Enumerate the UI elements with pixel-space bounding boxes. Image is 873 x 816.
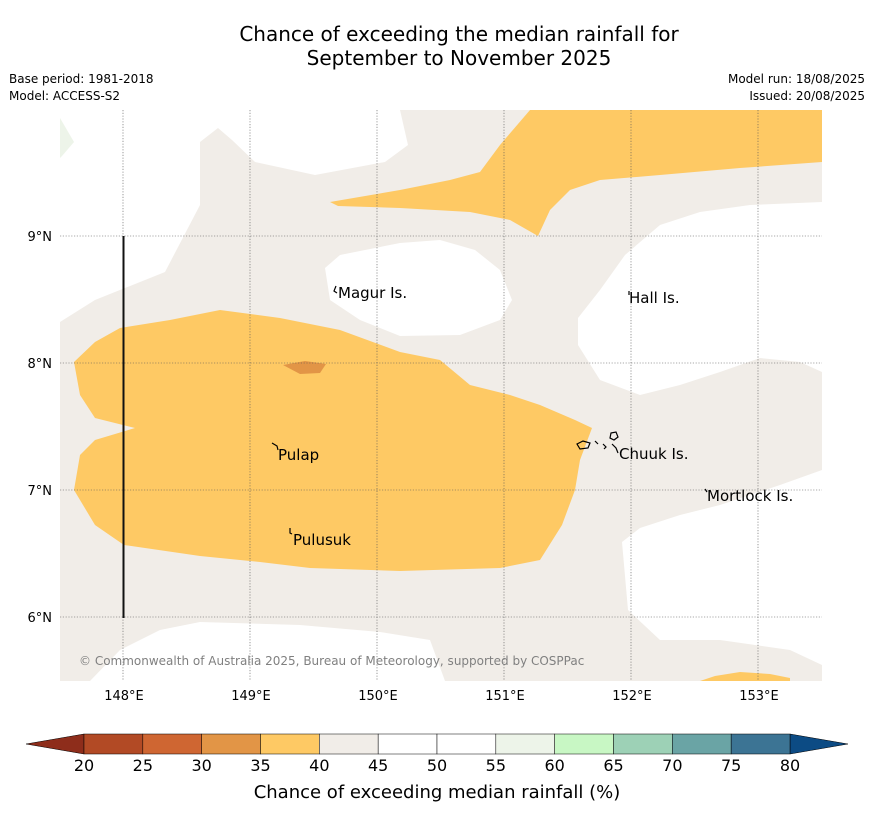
colorbar-tick-label: 20	[74, 756, 94, 775]
issued-date: Issued: 20/08/2025	[749, 89, 865, 103]
colorbar-tick-label: 75	[721, 756, 741, 775]
colorbar-cell	[260, 733, 320, 755]
lon-label-150e: 150°E	[358, 689, 398, 704]
meta-right: Model run: 18/08/2025 Issued: 20/08/2025	[728, 71, 865, 105]
place-label-pulusuk: Pulusuk	[293, 531, 351, 549]
map-area: Magur Is. Hall Is. Pulap Chuuk Is. Mortl…	[60, 110, 822, 681]
lon-label-153e: 153°E	[739, 689, 779, 704]
place-label-chuuk: Chuuk Is.	[619, 445, 688, 463]
colorbar-cell	[319, 733, 379, 755]
lon-label-148e: 148°E	[104, 689, 144, 704]
model-run: Model run: 18/08/2025	[727, 72, 865, 86]
island-pulap	[271, 442, 279, 451]
band-30-35-blob	[283, 361, 326, 374]
island-magur	[333, 285, 338, 294]
colorbar-cell	[730, 733, 791, 755]
colorbar-cell	[436, 733, 497, 755]
colorbar-tick-label: 55	[486, 756, 506, 775]
latitude-labels: 9°N 8°N 7°N 6°N	[28, 230, 53, 626]
title-line-1: Chance of exceeding the median rainfall …	[239, 22, 679, 46]
lon-label-151e: 151°E	[485, 689, 525, 704]
colorbar-cells	[83, 733, 791, 755]
band-55-60-sliver	[60, 118, 74, 158]
colorbar-cell	[142, 733, 202, 755]
colorbar-label: Chance of exceeding median rainfall (%)	[254, 782, 621, 803]
band-45-55-regions	[60, 110, 822, 681]
map-title: Chance of exceeding the median rainfall …	[0, 22, 873, 70]
colorbar-tick-label: 35	[250, 756, 270, 775]
colorbar-cell	[672, 733, 732, 755]
contour-inner-magur	[385, 260, 472, 316]
colorbar-cell	[83, 733, 144, 755]
colorbar-cell	[201, 733, 261, 755]
model-name: Model: ACCESS-S2	[9, 89, 121, 103]
lat-label-8n: 8°N	[28, 357, 53, 372]
colorbar-tick-label: 40	[309, 756, 329, 775]
meta-left: Base period: 1981-2018 Model: ACCESS-S2	[9, 71, 154, 105]
colorbar-tick-label: 70	[662, 756, 682, 775]
colorbar-tick-label: 30	[191, 756, 211, 775]
lon-label-149e: 149°E	[231, 689, 271, 704]
title-line-2: September to November 2025	[306, 46, 612, 70]
colorbar-cell	[613, 733, 673, 755]
colorbar-tick-label: 65	[603, 756, 623, 775]
colorbar: 20 25 30 35 40 45 50 55 60 65 70 75 80 Chance of exc…	[25, 733, 849, 803]
colorbar-ticks: 20 25 30 35 40 45 50 55 60 65 70 75 80	[74, 756, 800, 775]
colorbar-extend-low	[25, 733, 85, 755]
colorbar-extend-high	[789, 733, 849, 755]
colorbar-tick-label: 60	[544, 756, 564, 775]
lat-label-6n: 6°N	[28, 611, 53, 626]
lat-label-7n: 7°N	[28, 484, 53, 499]
lat-label-9n: 9°N	[28, 230, 53, 245]
colorbar-tick-label: 80	[780, 756, 800, 775]
place-label-mortlock: Mortlock Is.	[707, 487, 793, 505]
island-mortlock	[704, 488, 708, 493]
colorbar-tick-label: 50	[427, 756, 447, 775]
lon-label-152e: 152°E	[612, 689, 652, 704]
colorbar-tick-label: 25	[133, 756, 153, 775]
longitude-labels: 148°E 149°E 150°E 151°E 152°E 153°E	[104, 689, 779, 704]
base-period: Base period: 1981-2018	[9, 72, 154, 86]
island-pulusuk	[289, 528, 293, 535]
colorbar-cell	[377, 733, 438, 755]
copyright-credit: © Commonwealth of Australia 2025, Bureau…	[79, 654, 584, 668]
contour-inner-east	[737, 262, 822, 302]
place-label-pulap: Pulap	[278, 446, 319, 464]
place-label-magur: Magur Is.	[338, 284, 407, 302]
colorbar-cell	[554, 733, 614, 755]
band-35-40-regions	[74, 110, 822, 681]
map-gridlines	[60, 110, 822, 681]
island-outlines	[271, 285, 708, 535]
colorbar-tick-label: 45	[368, 756, 388, 775]
place-label-hall: Hall Is.	[629, 289, 680, 307]
colorbar-cell	[495, 733, 555, 755]
island-chuuk	[576, 431, 619, 454]
